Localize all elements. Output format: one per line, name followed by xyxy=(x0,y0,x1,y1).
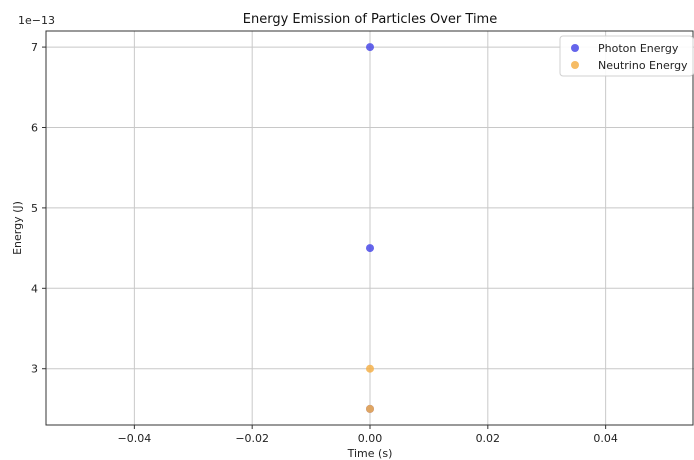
x-axis-title: Time (s) xyxy=(347,447,393,460)
y-tick-label: 5 xyxy=(31,202,38,215)
legend-marker xyxy=(571,61,579,69)
x-tick-label: −0.04 xyxy=(118,432,152,445)
x-axis: −0.04 −0.02 0.00 0.02 0.04 xyxy=(118,425,618,445)
y-tick-label: 6 xyxy=(31,121,38,134)
legend-label: Photon Energy xyxy=(598,42,679,55)
legend-marker xyxy=(571,44,579,52)
data-points xyxy=(366,43,374,413)
scatter-point-photon-energy xyxy=(366,244,374,253)
chart-title: Energy Emission of Particles Over Time xyxy=(243,12,497,27)
y-axis: 3 4 5 6 7 xyxy=(31,41,46,376)
x-tick-label: 0.00 xyxy=(358,432,383,445)
scatter-point-photon-energy xyxy=(366,43,374,52)
y-tick-label: 3 xyxy=(31,363,38,376)
x-tick-label: 0.04 xyxy=(593,432,618,445)
y-tick-label: 4 xyxy=(31,282,38,295)
y-tick-label: 7 xyxy=(31,41,38,54)
legend: Photon Energy Neutrino Energy xyxy=(559,35,694,77)
x-tick-label: −0.02 xyxy=(235,432,269,445)
y-axis-offset-label: 1e−13 xyxy=(18,14,55,27)
y-axis-title: Energy (J) xyxy=(11,201,24,255)
x-tick-label: 0.02 xyxy=(476,432,501,445)
scatter-point-neutrino-energy xyxy=(366,364,374,373)
scatter-point-neutrino-energy xyxy=(366,404,374,413)
legend-label: Neutrino Energy xyxy=(598,59,688,72)
legend-box xyxy=(559,35,694,77)
